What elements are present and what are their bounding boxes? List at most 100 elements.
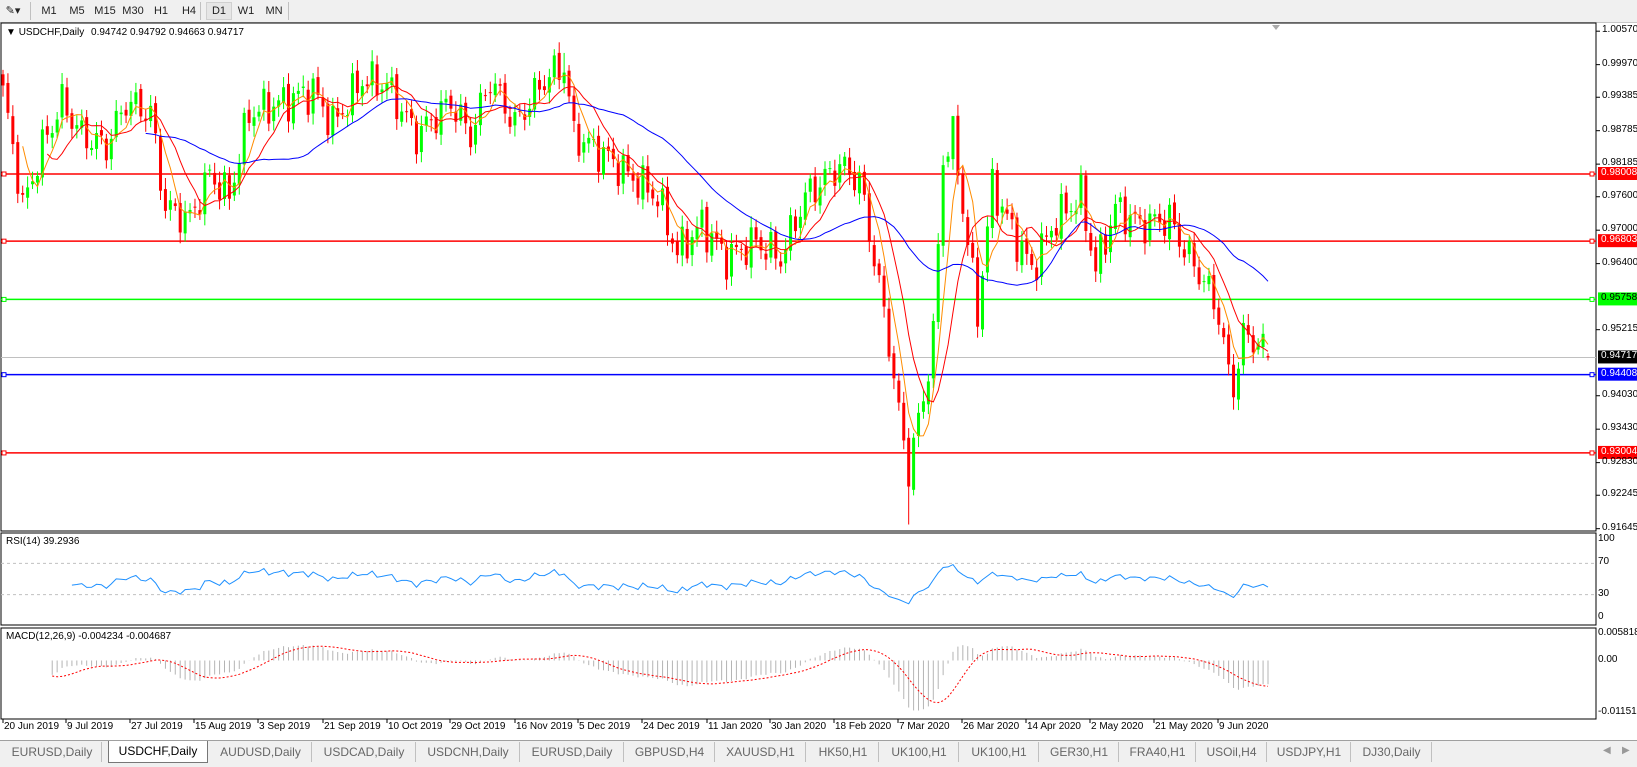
line-anchor-icon <box>1589 171 1595 177</box>
scroll-right-icon[interactable]: ▶ <box>1622 745 1630 756</box>
date-tick-label: 9 Jul 2019 <box>67 721 114 732</box>
candle-body <box>621 155 625 184</box>
timeframe-m30[interactable]: M30 <box>122 5 144 17</box>
toolbar-divider <box>288 2 289 20</box>
timeframe-m5[interactable]: M5 <box>69 5 85 17</box>
tab-eurusd-daily[interactable]: EURUSD,Daily <box>3 742 102 762</box>
timeframe-h1[interactable]: H1 <box>153 5 169 17</box>
price-tick-label: 0.97000 <box>1602 223 1637 235</box>
candle-body <box>227 175 231 199</box>
chart-canvas[interactable] <box>0 0 1637 740</box>
scroll-left-icon[interactable]: ◀ <box>1603 745 1611 756</box>
candle-body <box>966 217 970 246</box>
candle-body <box>464 102 468 124</box>
candle-body <box>1094 247 1098 272</box>
candle-body <box>705 206 709 253</box>
candle-body <box>104 138 108 161</box>
tab-usdchf-daily[interactable]: USDCHF,Daily <box>108 741 208 763</box>
line-anchor-icon <box>1 296 7 302</box>
candle-body <box>695 227 699 240</box>
chart-title[interactable]: ▼ USDCHF,Daily 0.94742 0.94792 0.94663 0… <box>6 27 244 38</box>
candle-body <box>1123 196 1127 235</box>
tab-uk100-h1[interactable]: UK100,H1 <box>960 742 1039 762</box>
timeframe-d1[interactable]: D1 <box>206 2 232 20</box>
date-tick-label: 16 Nov 2019 <box>516 721 573 732</box>
candle-body <box>1010 212 1014 220</box>
tab-uk100-h1[interactable]: UK100,H1 <box>880 742 959 762</box>
candle-body <box>21 193 25 195</box>
tab-fra40-h1[interactable]: FRA40,H1 <box>1120 742 1196 762</box>
candle-body <box>139 88 143 117</box>
tab-hk50-h1[interactable]: HK50,H1 <box>808 742 879 762</box>
timeframe-w1[interactable]: W1 <box>237 5 255 17</box>
candle-body <box>247 109 251 123</box>
candle-body <box>218 182 222 200</box>
candle-body <box>508 116 512 127</box>
candle-body <box>493 83 497 96</box>
tab-usdcnh-daily[interactable]: USDCNH,Daily <box>417 742 520 762</box>
tab-dj30-daily[interactable]: DJ30,Daily <box>1352 742 1432 762</box>
candle-body <box>237 163 241 185</box>
macd-label: MACD(12,26,9) -0.004234 -0.004687 <box>6 631 172 642</box>
candle-body <box>35 175 39 183</box>
tab-gbpusd-h4[interactable]: GBPUSD,H4 <box>625 742 715 762</box>
candle-body <box>488 92 492 94</box>
candle-body <box>1192 243 1196 267</box>
candle-body <box>439 101 443 135</box>
candle-body <box>375 64 379 96</box>
candle-body <box>350 73 354 116</box>
candle-body <box>434 117 438 134</box>
candle-body <box>385 83 389 91</box>
candle-body <box>665 186 669 236</box>
candle-body <box>921 401 925 412</box>
candle-body <box>267 92 271 124</box>
timeframe-m15[interactable]: M15 <box>94 5 116 17</box>
timeframe-m1[interactable]: M1 <box>41 5 57 17</box>
timeframe-h4[interactable]: H4 <box>181 5 197 17</box>
candle-body <box>365 84 369 87</box>
collapse-triangle-icon[interactable]: ▼ <box>6 27 16 38</box>
line-anchor-icon <box>1 450 7 456</box>
candle-body <box>631 174 635 181</box>
rsi-label: RSI(14) 39.2936 <box>6 536 80 547</box>
candle-body <box>203 172 207 215</box>
candle-body <box>286 83 290 122</box>
candle-body <box>163 189 167 211</box>
candle-body <box>1113 203 1117 229</box>
rsi-tick-label: 30 <box>1598 587 1610 599</box>
candle-body <box>483 95 487 97</box>
tab-usdcad-daily[interactable]: USDCAD,Daily <box>313 742 416 762</box>
candle-body <box>833 170 837 186</box>
tab-usoil-h4[interactable]: USOil,H4 <box>1197 742 1267 762</box>
price-label-background <box>1598 445 1637 459</box>
candle-body <box>198 210 202 215</box>
main-price-panel <box>0 22 1597 532</box>
candle-body <box>173 203 177 207</box>
candle-body <box>985 226 989 273</box>
candle-body <box>1266 356 1270 358</box>
candle-body <box>321 97 325 107</box>
tab-audusd-daily[interactable]: AUDUSD,Daily <box>210 742 312 762</box>
tab-xauusd-h1[interactable]: XAUUSD,H1 <box>716 742 806 762</box>
date-tick-label: 5 Dec 2019 <box>579 721 631 732</box>
date-tick-label: 14 Apr 2020 <box>1027 721 1081 732</box>
candle-body <box>60 84 64 118</box>
candle-body <box>769 231 773 258</box>
candle-body <box>597 135 601 172</box>
tab-ger30-h1[interactable]: GER30,H1 <box>1040 742 1119 762</box>
macd-panel <box>0 627 1597 720</box>
tab-usdjpy-h1[interactable]: USDJPY,H1 <box>1268 742 1351 762</box>
macd-signal-line <box>52 645 1269 704</box>
date-tick-label: 7 Mar 2020 <box>899 721 950 732</box>
candle-body <box>99 130 103 136</box>
timeframe-mn[interactable]: MN <box>265 5 283 17</box>
drawing-tools-dropdown[interactable]: ✎▾ <box>5 5 21 17</box>
horizontal-line-price-label: 0.98008 <box>1601 167 1637 178</box>
candle-body <box>606 146 610 151</box>
tab-eurusd-daily[interactable]: EURUSD,Daily <box>521 742 624 762</box>
candle-body <box>1241 322 1245 366</box>
candle-body <box>1256 343 1260 350</box>
candle-body <box>567 70 571 97</box>
candle-body <box>1089 232 1093 251</box>
candle-body <box>1202 281 1206 283</box>
